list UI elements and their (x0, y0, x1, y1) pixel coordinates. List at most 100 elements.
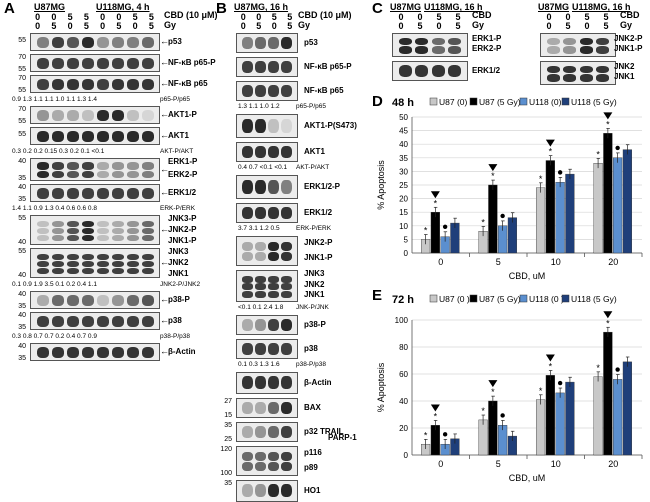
blot-band (281, 462, 292, 472)
blot-band (81, 220, 94, 227)
blot-band (81, 36, 94, 48)
x-tick-label: 0 (438, 459, 443, 469)
blot-band (126, 57, 139, 69)
legend-swatch (561, 97, 570, 106)
blot-band (66, 130, 79, 142)
panel-b-parp-label: PARP-1 (328, 433, 357, 442)
blot-band (268, 290, 279, 298)
mw-marker: 35 (18, 303, 26, 310)
blot-band (281, 252, 292, 262)
panel-a-gy-label: Gy (164, 20, 177, 30)
blot-band (96, 57, 109, 69)
significance-star-icon: * (549, 361, 553, 371)
panel-c-cbd-label: CBD (472, 10, 492, 20)
lane-value: 5 (148, 12, 154, 22)
blot-band (96, 227, 109, 234)
significance-dot-icon (557, 170, 563, 175)
x-tick-label: 5 (496, 459, 501, 469)
mw-marker: 35 (18, 355, 26, 362)
panel-c-label-phospho: ERK1-P ERK2-P (472, 34, 502, 53)
blot-band (268, 484, 279, 498)
blot-band (81, 57, 94, 69)
panel-a-blot-erkp (30, 158, 160, 181)
mw-marker: 40 (18, 312, 26, 319)
chart-title: 72 h (392, 294, 414, 306)
lane-value: 0 (67, 21, 73, 31)
blot-band (126, 294, 139, 306)
blot-band (255, 426, 266, 438)
x-tick-label: 20 (608, 459, 618, 469)
blot-band (255, 61, 266, 73)
blot-band (281, 343, 292, 355)
blot-band (66, 78, 79, 90)
blot-band (268, 319, 279, 331)
x-axis-label: CBD, uM (509, 271, 546, 281)
panel-a-blot-p53 (30, 33, 160, 51)
panel-b-blot-nfkb (236, 81, 298, 101)
panel-a-ratio-values: 0.3 0.8 0.7 0.7 0.2 0.4 0.7 0.9 (12, 333, 97, 340)
legend-swatch (469, 97, 478, 106)
panel-b-blot-jnk (236, 270, 298, 302)
blot-band (111, 253, 124, 260)
blot-band (36, 267, 49, 274)
y-tick-label: 20 (399, 195, 408, 204)
panel-b-label-p38p: p38-P (304, 320, 326, 329)
blot-band (36, 162, 49, 170)
blot-band (242, 146, 253, 158)
lane-value: 0 (35, 21, 41, 31)
x-tick-label: 5 (496, 257, 501, 267)
panel-b-blot-aktp (236, 114, 298, 138)
x-axis-label: CBD, uM (509, 473, 546, 483)
panel-a-blot-p38 (30, 312, 160, 330)
blot-band (111, 130, 124, 142)
blot-band (36, 187, 49, 199)
legend-swatch (519, 97, 528, 106)
panel-c-blot-jnk-phospho (540, 33, 616, 57)
mw-marker: 120 (220, 446, 232, 453)
blot-band (96, 315, 109, 327)
blot-band (268, 118, 279, 133)
blot-band (96, 78, 109, 90)
bar (488, 400, 498, 456)
blot-band (126, 260, 139, 267)
mw-marker: 35 (18, 196, 26, 203)
panel-a-label-jnk: JNK3 JNK2 JNK1 (168, 247, 189, 278)
blot-band (126, 234, 139, 241)
bar (555, 182, 565, 254)
blot-band (141, 220, 154, 227)
blot-band (242, 85, 253, 97)
lane-value: 5 (287, 12, 293, 22)
blot-band (81, 162, 94, 170)
panel-c-cell-u118-right: U118MG, 16 h (572, 2, 631, 12)
blot-band (141, 315, 154, 327)
blot-band (255, 402, 266, 414)
panel-c-letter: C (372, 0, 383, 17)
legend-label: U87 (0 ) (439, 294, 470, 304)
panel-b-blot-trail (236, 422, 298, 442)
blot-band (111, 260, 124, 267)
panel-b-ratio-values: 1.3 1.1 1.0 1.2 (238, 103, 280, 110)
panel-b-label-trail: p32 TRAIL (304, 427, 344, 436)
blot-band (111, 57, 124, 69)
panel-c-cbd-label: CBD (620, 10, 640, 20)
blot-band (81, 187, 94, 199)
blot-band (81, 346, 94, 358)
blot-band (596, 65, 610, 74)
blot-band (242, 319, 253, 331)
y-tick-label: 50 (399, 113, 408, 122)
panel-b-blot-p38p (236, 315, 298, 335)
panel-b-ratio-name: AKT-P/AKT (296, 164, 330, 171)
panel-a-ratio-name: AKT-P/AKT (160, 148, 194, 155)
blot-band (141, 162, 154, 170)
panel-a-label-akt1p: AKT1-P (168, 110, 197, 119)
panel-a-ratio-values: 0.3 0.2 0.2 0.15 0.3 0.2 0.1 <0.1 (12, 148, 105, 155)
panel-d-letter: D (372, 93, 383, 110)
blot-band (281, 451, 292, 461)
y-tick-label: 35 (399, 154, 408, 163)
mw-marker: 40 (18, 343, 26, 350)
blot-band (126, 267, 139, 274)
blot-band (36, 234, 49, 241)
panel-a-blot-actin (30, 343, 160, 361)
panel-b-label-p53: p53 (304, 38, 318, 47)
significance-star-icon: * (434, 411, 438, 421)
